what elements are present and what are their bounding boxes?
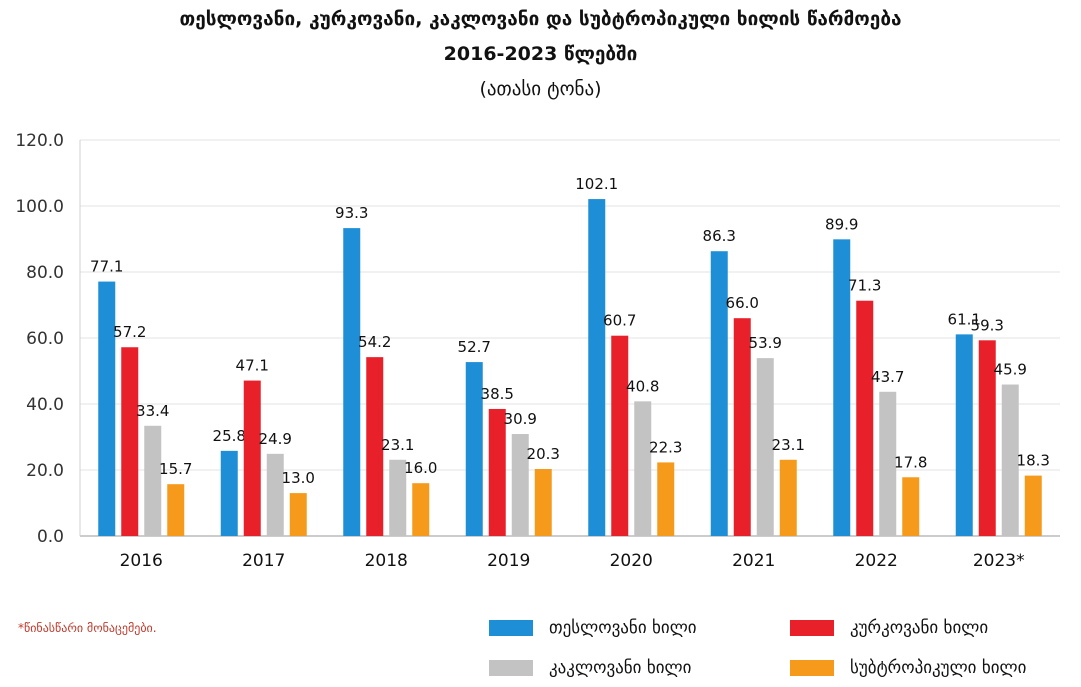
data-label: 53.9	[749, 334, 782, 352]
bar	[412, 483, 430, 536]
x-tick-label: 2022	[855, 551, 898, 571]
data-label: 20.3	[527, 445, 560, 463]
bar	[756, 358, 774, 536]
data-label: 18.3	[1017, 452, 1050, 470]
data-label: 61.1	[948, 310, 981, 328]
legend-swatch	[790, 620, 834, 636]
bar	[879, 391, 897, 536]
x-tick-label: 2019	[487, 551, 530, 571]
data-label: 23.1	[772, 436, 805, 454]
data-label: 16.0	[404, 459, 437, 477]
data-label: 24.9	[259, 430, 292, 448]
data-label: 13.0	[282, 469, 315, 487]
data-label: 23.1	[381, 436, 414, 454]
bar	[955, 334, 973, 536]
x-tick-label: 2017	[242, 551, 285, 571]
data-label: 45.9	[994, 361, 1027, 379]
data-label: 52.7	[458, 338, 491, 356]
data-label: 102.1	[575, 175, 618, 193]
chart-title-line1: თესლოვანი, კურკოვანი, კაკლოვანი და სუბტრ…	[179, 8, 902, 30]
bar	[389, 459, 407, 536]
data-label: 66.0	[726, 294, 759, 312]
y-tick-label: 80.0	[26, 263, 64, 283]
bar	[366, 357, 384, 536]
bar	[1024, 475, 1042, 536]
y-tick-label: 60.0	[26, 329, 64, 349]
bar	[465, 362, 483, 536]
bar	[710, 251, 728, 536]
x-tick-label: 2016	[120, 551, 163, 571]
data-label: 86.3	[703, 227, 736, 245]
bar-chart: 0.0 20.0 40.0 60.0 80.0 100.0 120.0 77.1 57.2 33.…	[15, 131, 1060, 571]
bar	[1001, 384, 1019, 536]
legend-item-stone-fruit: კურკოვანი ხილი	[790, 618, 988, 638]
data-label: 22.3	[649, 438, 682, 456]
y-tick-label: 100.0	[15, 197, 64, 217]
bar	[779, 459, 797, 536]
data-label: 17.8	[894, 453, 927, 471]
legend-item-nut-fruit: კაკლოვანი ხილი	[489, 658, 691, 678]
data-label: 60.7	[603, 312, 636, 330]
bar	[534, 469, 552, 536]
legend-label: თესლოვანი ხილი	[549, 618, 697, 638]
legend-label: კაკლოვანი ხილი	[549, 658, 692, 678]
bar	[98, 281, 116, 536]
x-tick-label: 2023*	[973, 551, 1025, 571]
legend-item-seed-fruit: თესლოვანი ხილი	[489, 618, 697, 638]
bar	[511, 434, 529, 536]
bar	[588, 199, 606, 536]
bar	[121, 347, 139, 536]
data-label: 93.3	[335, 204, 368, 222]
data-label: 25.8	[213, 427, 246, 445]
legend-item-subtropical-fruit: სუბტროპიკული ხილი	[790, 658, 1026, 678]
legend-label: კურკოვანი ხილი	[850, 618, 989, 638]
data-label: 15.7	[159, 460, 192, 478]
bar	[220, 450, 238, 536]
bar	[902, 477, 920, 536]
footnote: *წინასწარი მონაცემები.	[18, 621, 157, 635]
bar	[657, 462, 675, 536]
bar	[167, 484, 185, 536]
bar	[343, 228, 361, 537]
legend-swatch	[489, 620, 533, 636]
bar	[978, 340, 996, 536]
bar	[733, 318, 751, 536]
bar	[144, 425, 162, 536]
y-tick-label: 40.0	[26, 395, 64, 415]
bar	[611, 335, 629, 536]
data-label: 47.1	[236, 357, 269, 375]
bar	[289, 493, 307, 536]
legend-swatch	[489, 660, 533, 676]
bar	[488, 408, 506, 536]
chart-subtitle: (ათასი ტონა)	[479, 78, 602, 100]
x-tick-label: 2020	[610, 551, 653, 571]
data-label: 71.3	[848, 277, 881, 295]
x-tick-label: 2018	[365, 551, 408, 571]
bar	[243, 380, 261, 536]
data-label: 38.5	[481, 385, 514, 403]
data-label: 59.3	[971, 316, 1004, 334]
y-tick-label: 20.0	[26, 461, 64, 481]
data-label: 30.9	[504, 410, 537, 428]
data-label: 77.1	[90, 258, 123, 276]
chart-title-line2: 2016-2023 წლებში	[443, 43, 638, 65]
bar	[634, 401, 652, 536]
legend-label: სუბტროპიკული ხილი	[850, 658, 1027, 678]
data-label: 57.2	[113, 323, 146, 341]
data-label: 89.9	[825, 215, 858, 233]
data-label: 40.8	[626, 377, 659, 395]
data-label: 43.7	[871, 368, 904, 386]
data-label: 54.2	[358, 333, 391, 351]
x-tick-label: 2021	[732, 551, 775, 571]
data-label: 33.4	[136, 402, 169, 420]
bar	[266, 453, 284, 536]
bar	[856, 300, 874, 536]
y-tick-label: 120.0	[15, 131, 64, 151]
y-tick-label: 0.0	[37, 527, 64, 547]
legend-swatch	[790, 660, 834, 676]
bar	[833, 239, 851, 536]
